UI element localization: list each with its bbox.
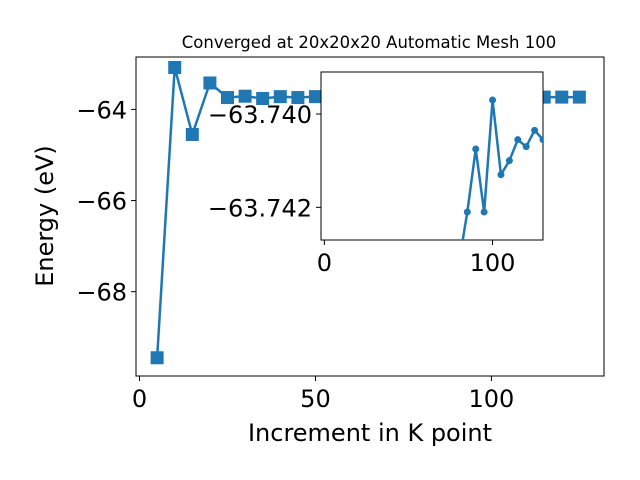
inset-x-tick-label: 0 (317, 249, 332, 277)
main-y-tick-label: −68 (76, 279, 127, 307)
main-data-point (150, 351, 164, 365)
main-x-tick-label: 0 (132, 385, 147, 413)
main-data-point (308, 90, 322, 104)
y-axis-label: Energy (eV) (31, 145, 59, 287)
main-x-axis-ticks: 0 50 100 (132, 376, 514, 413)
main-data-point (256, 91, 270, 105)
inset-axes-frame (320, 71, 544, 241)
inset-y-tick-label: −63.742 (208, 194, 312, 222)
main-data-point (555, 90, 569, 104)
main-x-tick-label: 100 (468, 385, 514, 413)
inset-chart: 0 100 −63.742 −63.740 (208, 71, 544, 328)
inset-data-point (472, 145, 480, 153)
inset-data-point (514, 136, 522, 144)
inset-data-point (505, 157, 513, 165)
main-data-point (273, 90, 287, 104)
main-data-point (203, 76, 217, 90)
inset-data-point (463, 208, 471, 216)
inset-plot-area (447, 96, 543, 328)
inset-data-point (497, 171, 505, 179)
main-data-point (220, 91, 234, 105)
inset-x-axis-ticks: 0 100 (317, 240, 516, 277)
inset-data-point (455, 260, 462, 267)
chart-title: Converged at 20x20x20 Automatic Mesh 100 (182, 33, 556, 52)
main-data-point (185, 127, 199, 141)
main-x-tick-label: 50 (300, 385, 331, 413)
main-data-point (291, 91, 305, 105)
main-axes-frame (135, 56, 605, 377)
inset-data-point (447, 321, 454, 328)
main-data-point (168, 60, 182, 74)
inset-data-point (522, 143, 530, 151)
x-axis-label: Increment in K point (248, 419, 492, 447)
inset-x-tick-label: 100 (470, 249, 516, 277)
main-data-point (572, 90, 586, 104)
main-y-tick-label: −64 (76, 96, 127, 124)
inset-series-group (447, 96, 543, 328)
inset-y-axis-ticks: −63.742 −63.740 (208, 101, 321, 222)
main-data-point (238, 89, 252, 103)
main-y-axis-ticks: −64 −66 −68 (76, 96, 136, 307)
main-y-tick-label: −66 (76, 188, 127, 216)
inset-y-tick-label: −63.740 (208, 101, 312, 129)
inset-data-point (531, 126, 539, 134)
inset-data-point (489, 96, 497, 104)
inset-data-point (539, 136, 543, 144)
inset-data-point (480, 208, 488, 216)
